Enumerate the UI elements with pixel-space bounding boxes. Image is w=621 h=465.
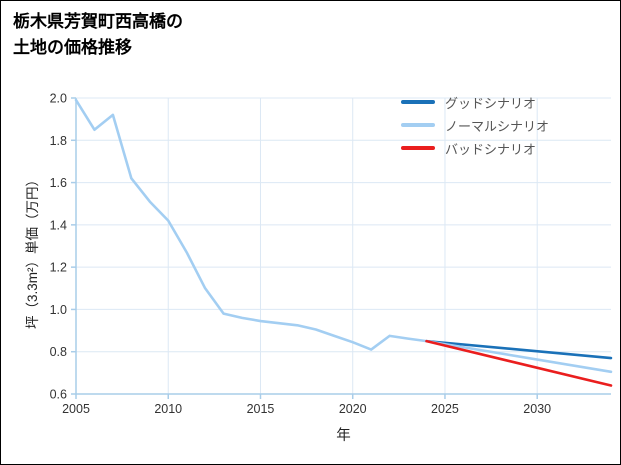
y-tick-label: 1.8 bbox=[50, 134, 67, 148]
legend-label-normal: ノーマルシナリオ bbox=[445, 118, 550, 134]
legend-item-normal: ノーマルシナリオ bbox=[401, 118, 550, 134]
legend-label-bad: バッドシナリオ bbox=[445, 141, 537, 157]
series-line-good bbox=[425, 339, 613, 360]
legend-item-bad: バッドシナリオ bbox=[401, 141, 549, 157]
y-tick-label: 0.8 bbox=[50, 345, 67, 359]
y-axis-label: 坪（3.3m²）単価（万円） bbox=[25, 173, 40, 330]
y-tick-label: 0.6 bbox=[50, 388, 67, 402]
x-tick-label: 2030 bbox=[523, 402, 551, 416]
x-tick-label: 2005 bbox=[62, 402, 90, 416]
x-tick-label: 2020 bbox=[339, 402, 367, 416]
chart-legend: グッドシナリオ ノーマルシナリオ バッドシナリオ bbox=[401, 95, 549, 164]
y-tick-label: 1.4 bbox=[50, 218, 67, 232]
x-axis-label: 年 bbox=[336, 428, 351, 444]
series-line-historical bbox=[74, 98, 428, 351]
series-line-normal bbox=[425, 339, 613, 374]
x-tick-label: 2025 bbox=[431, 402, 459, 416]
legend-swatch-normal bbox=[401, 123, 435, 127]
chart-title-line1: 栃木県芳賀町西高橋の bbox=[13, 12, 183, 31]
series-line-bad bbox=[425, 339, 613, 387]
y-tick-label: 1.6 bbox=[50, 176, 67, 190]
x-tick-label: 2015 bbox=[247, 402, 275, 416]
chart-title: 栃木県芳賀町西高橋の 土地の価格推移 bbox=[13, 9, 183, 60]
y-tick-label: 2.0 bbox=[50, 92, 67, 106]
legend-item-good: グッドシナリオ bbox=[401, 95, 549, 111]
x-tick-label: 2010 bbox=[154, 402, 182, 416]
legend-swatch-bad bbox=[401, 146, 435, 150]
y-tick-label: 1.2 bbox=[50, 261, 67, 275]
legend-swatch-good bbox=[401, 100, 435, 104]
chart-title-line2: 土地の価格推移 bbox=[13, 37, 132, 57]
legend-label-good: グッドシナリオ bbox=[445, 95, 537, 111]
y-tick-label: 1.0 bbox=[50, 303, 67, 317]
